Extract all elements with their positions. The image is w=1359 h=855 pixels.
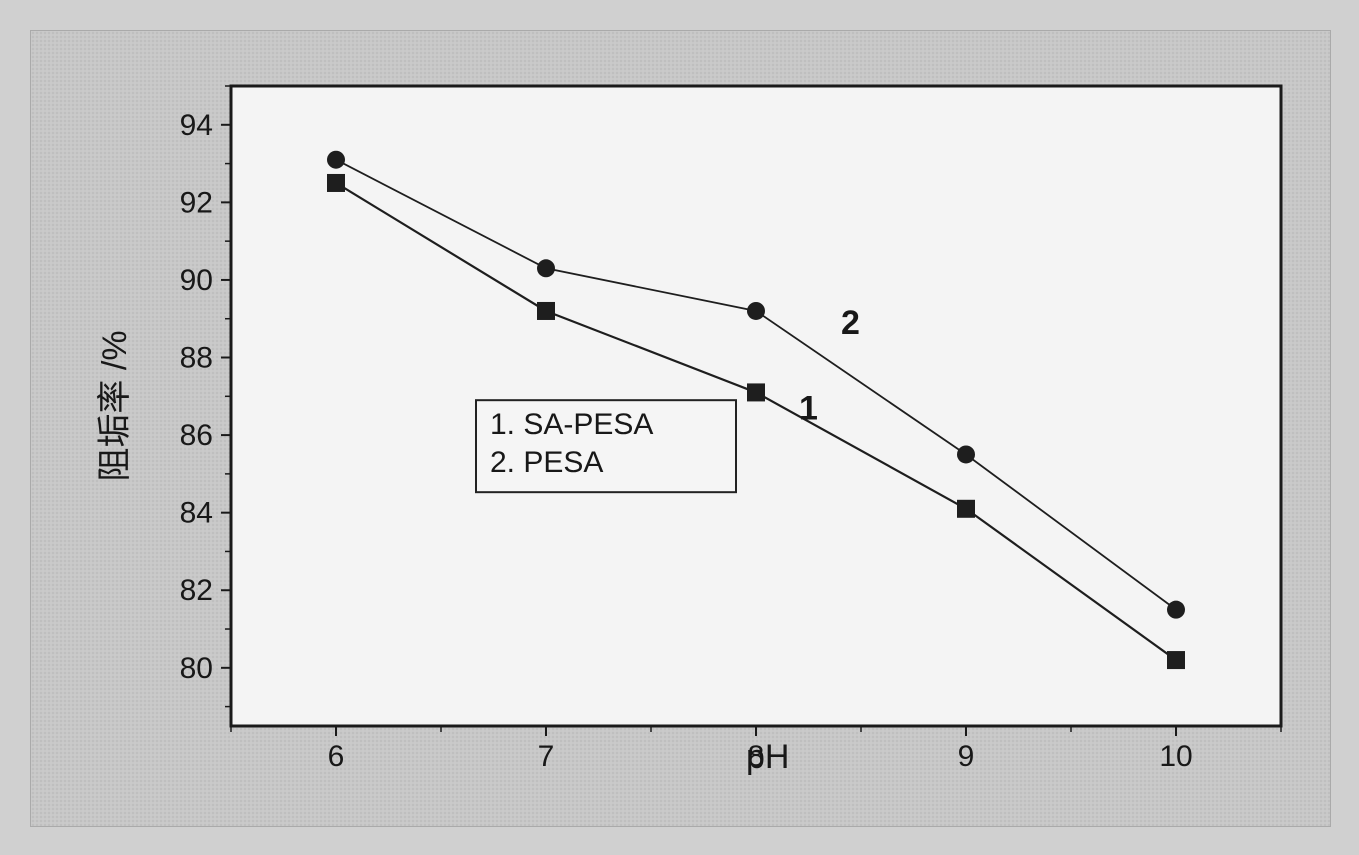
marker-circle <box>537 259 555 277</box>
marker-circle <box>1167 601 1185 619</box>
y-tick-label: 90 <box>180 264 213 297</box>
legend-item: 1. SA-PESA <box>490 408 653 441</box>
plot-area <box>231 86 1281 726</box>
marker-square <box>747 383 765 401</box>
y-tick-label: 86 <box>180 419 213 452</box>
x-axis-label: pH <box>746 738 789 776</box>
y-axis-label: 阻垢率 /% <box>96 330 134 481</box>
figure-background: 8082848688909294678910pH阻垢率 /%121. SA-PE… <box>30 30 1331 827</box>
marker-circle <box>327 151 345 169</box>
x-tick-label: 7 <box>538 740 555 773</box>
y-tick-label: 92 <box>180 186 213 219</box>
y-tick-label: 84 <box>180 497 213 530</box>
y-tick-label: 88 <box>180 342 213 375</box>
y-tick-label: 94 <box>180 109 213 142</box>
marker-square <box>537 302 555 320</box>
y-tick-label: 80 <box>180 652 213 685</box>
marker-circle <box>957 445 975 463</box>
marker-square <box>957 500 975 518</box>
legend-item: 2. PESA <box>490 446 603 479</box>
marker-circle <box>747 302 765 320</box>
chart-container: 8082848688909294678910pH阻垢率 /%121. SA-PE… <box>31 31 1330 826</box>
x-tick-label: 6 <box>328 740 345 773</box>
y-tick-label: 82 <box>180 574 213 607</box>
line-chart: 8082848688909294678910pH阻垢率 /%121. SA-PE… <box>31 31 1330 826</box>
marker-square <box>327 174 345 192</box>
series-inline-label-sa_pesa: 1 <box>799 390 818 428</box>
marker-square <box>1167 651 1185 669</box>
series-inline-label-pesa: 2 <box>841 304 860 342</box>
x-tick-label: 9 <box>958 740 975 773</box>
x-tick-label: 10 <box>1159 740 1192 773</box>
